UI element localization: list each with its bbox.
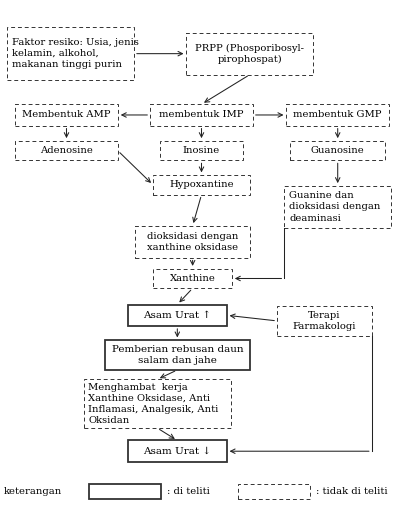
Text: : tidak di teliti: : tidak di teliti [316,487,388,496]
FancyBboxPatch shape [150,104,253,126]
FancyBboxPatch shape [7,27,134,80]
FancyBboxPatch shape [153,175,250,195]
Text: Xanthine: Xanthine [170,274,216,283]
FancyBboxPatch shape [84,379,231,428]
FancyBboxPatch shape [238,484,310,499]
Text: : di teliti: : di teliti [167,487,210,496]
Text: Faktor resiko: Usia, jenis
kelamin, alkohol,
makanan tinggi purin: Faktor resiko: Usia, jenis kelamin, alko… [12,38,139,69]
Text: membentuk GMP: membentuk GMP [293,110,382,120]
Text: Asam Urat ↑: Asam Urat ↑ [143,311,212,320]
FancyBboxPatch shape [15,141,118,160]
Text: Membentuk AMP: Membentuk AMP [22,110,111,120]
Text: Guanine dan
dioksidasi dengan
deaminasi: Guanine dan dioksidasi dengan deaminasi [289,191,380,223]
Text: keterangan: keterangan [4,487,62,496]
Text: Guanosine: Guanosine [311,146,365,155]
FancyBboxPatch shape [105,340,250,370]
FancyBboxPatch shape [290,141,385,160]
FancyBboxPatch shape [153,269,232,288]
FancyBboxPatch shape [277,306,372,336]
FancyBboxPatch shape [285,186,391,228]
Text: Menghambat  kerja
Xanthine Oksidase, Anti
Inflamasi, Analgesik, Anti
Oksidan: Menghambat kerja Xanthine Oksidase, Anti… [89,383,219,425]
Text: PRPP (Phosporibosyl-
pirophospat): PRPP (Phosporibosyl- pirophospat) [195,43,304,64]
Text: Pemberian rebusan daun
salam dan jahe: Pemberian rebusan daun salam dan jahe [112,345,243,365]
FancyBboxPatch shape [89,484,161,499]
FancyBboxPatch shape [135,226,250,258]
Text: dioksidasi dengan
xanthine oksidase: dioksidasi dengan xanthine oksidase [147,231,238,252]
FancyBboxPatch shape [286,104,389,126]
FancyBboxPatch shape [128,440,226,462]
Text: Hypoxantine: Hypoxantine [169,180,234,190]
Text: Adenosine: Adenosine [40,146,93,155]
FancyBboxPatch shape [15,104,118,126]
Text: Terapi
Farmakologi: Terapi Farmakologi [293,311,356,331]
FancyBboxPatch shape [128,305,226,326]
FancyBboxPatch shape [186,33,314,75]
Text: Asam Urat ↓: Asam Urat ↓ [143,447,212,456]
Text: Inosine: Inosine [183,146,220,155]
Text: membentuk IMP: membentuk IMP [159,110,244,120]
FancyBboxPatch shape [160,141,243,160]
